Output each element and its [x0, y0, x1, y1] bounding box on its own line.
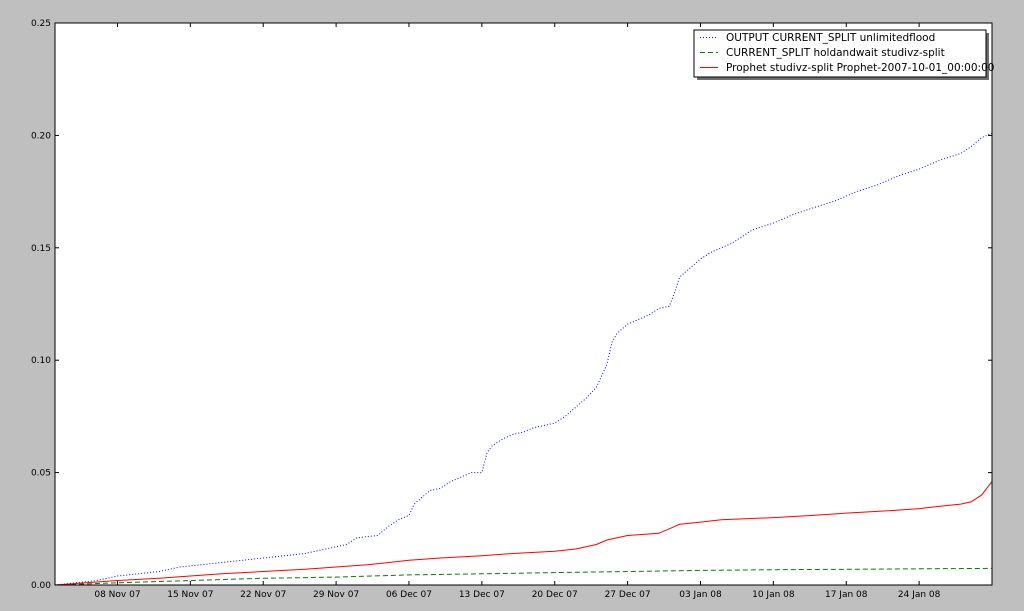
y-tick-label: 0.15: [31, 244, 51, 254]
x-tick-label: 24 Jan 08: [898, 590, 941, 600]
y-tick-label: 0.10: [31, 356, 51, 366]
axes-layer: 0.00 0.05 0.10 0.15 0.20 0.25 08 Nov 07 15 Nov …: [31, 19, 992, 600]
x-tick-label: 22 Nov 07: [240, 590, 286, 600]
x-tick-label: 10 Jan 08: [752, 590, 795, 600]
series-layer: [54, 132, 993, 586]
x-tick-label: 06 Dec 07: [386, 590, 432, 600]
y-tick-label: 0.25: [31, 19, 51, 29]
y-tick-label: 0.00: [31, 581, 51, 591]
x-tick-label: 13 Dec 07: [459, 590, 505, 600]
y-tick-label: 0.20: [31, 131, 51, 141]
series-line-1: [54, 567, 993, 586]
x-tick-label: 29 Nov 07: [313, 590, 359, 600]
plot-frame: [54, 22, 993, 586]
x-tick-label: 27 Dec 07: [605, 590, 651, 600]
plot-area: [55, 23, 992, 585]
x-tick-label: 15 Nov 07: [167, 590, 213, 600]
legend-label-0: OUTPUT CURRENT_SPLIT unlimitedflood: [726, 32, 935, 44]
x-tick-label: 08 Nov 07: [94, 590, 140, 600]
x-tick-label: 17 Jan 08: [825, 590, 868, 600]
series-line-2: [54, 481, 993, 586]
x-tick-label: 03 Jan 08: [679, 590, 722, 600]
x-tick-label: 20 Dec 07: [532, 590, 578, 600]
legend-label-2: Prophet studivz-split Prophet-2007-10-01…: [726, 62, 994, 74]
legend: OUTPUT CURRENT_SPLIT unlimitedflood CURR…: [693, 29, 994, 80]
legend-label-1: CURRENT_SPLIT holdandwait studivz-split: [726, 47, 945, 59]
y-tick-label: 0.05: [31, 469, 51, 479]
legend-box: [693, 29, 987, 78]
